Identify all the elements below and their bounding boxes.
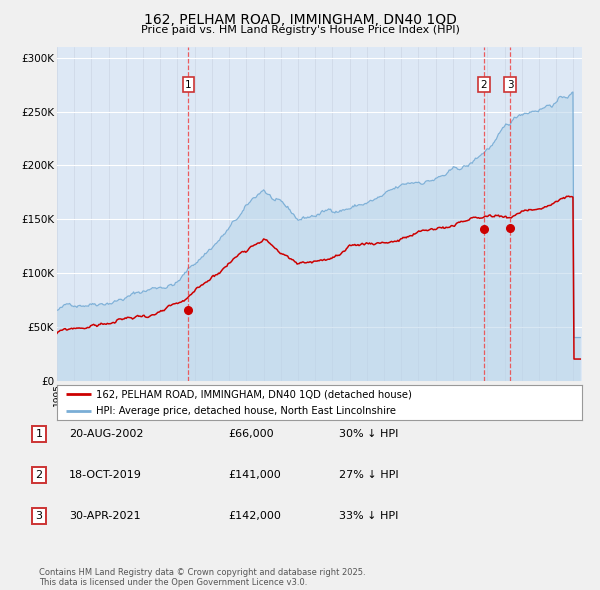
Text: 30% ↓ HPI: 30% ↓ HPI: [339, 429, 398, 438]
Text: HPI: Average price, detached house, North East Lincolnshire: HPI: Average price, detached house, Nort…: [97, 407, 397, 416]
Text: Contains HM Land Registry data © Crown copyright and database right 2025.
This d: Contains HM Land Registry data © Crown c…: [39, 568, 365, 587]
Text: 27% ↓ HPI: 27% ↓ HPI: [339, 470, 398, 480]
Text: 20-AUG-2002: 20-AUG-2002: [69, 429, 143, 438]
Text: £66,000: £66,000: [228, 429, 274, 438]
Text: 162, PELHAM ROAD, IMMINGHAM, DN40 1QD: 162, PELHAM ROAD, IMMINGHAM, DN40 1QD: [143, 13, 457, 27]
Text: 2: 2: [35, 470, 43, 480]
Text: 18-OCT-2019: 18-OCT-2019: [69, 470, 142, 480]
Text: 1: 1: [35, 429, 43, 438]
Text: 33% ↓ HPI: 33% ↓ HPI: [339, 512, 398, 521]
Text: 1: 1: [185, 80, 192, 90]
Text: 2: 2: [481, 80, 487, 90]
Text: 3: 3: [35, 512, 43, 521]
Text: £141,000: £141,000: [228, 470, 281, 480]
Text: Price paid vs. HM Land Registry's House Price Index (HPI): Price paid vs. HM Land Registry's House …: [140, 25, 460, 35]
Text: £142,000: £142,000: [228, 512, 281, 521]
Text: 162, PELHAM ROAD, IMMINGHAM, DN40 1QD (detached house): 162, PELHAM ROAD, IMMINGHAM, DN40 1QD (d…: [97, 389, 412, 399]
Text: 3: 3: [507, 80, 514, 90]
Text: 30-APR-2021: 30-APR-2021: [69, 512, 140, 521]
